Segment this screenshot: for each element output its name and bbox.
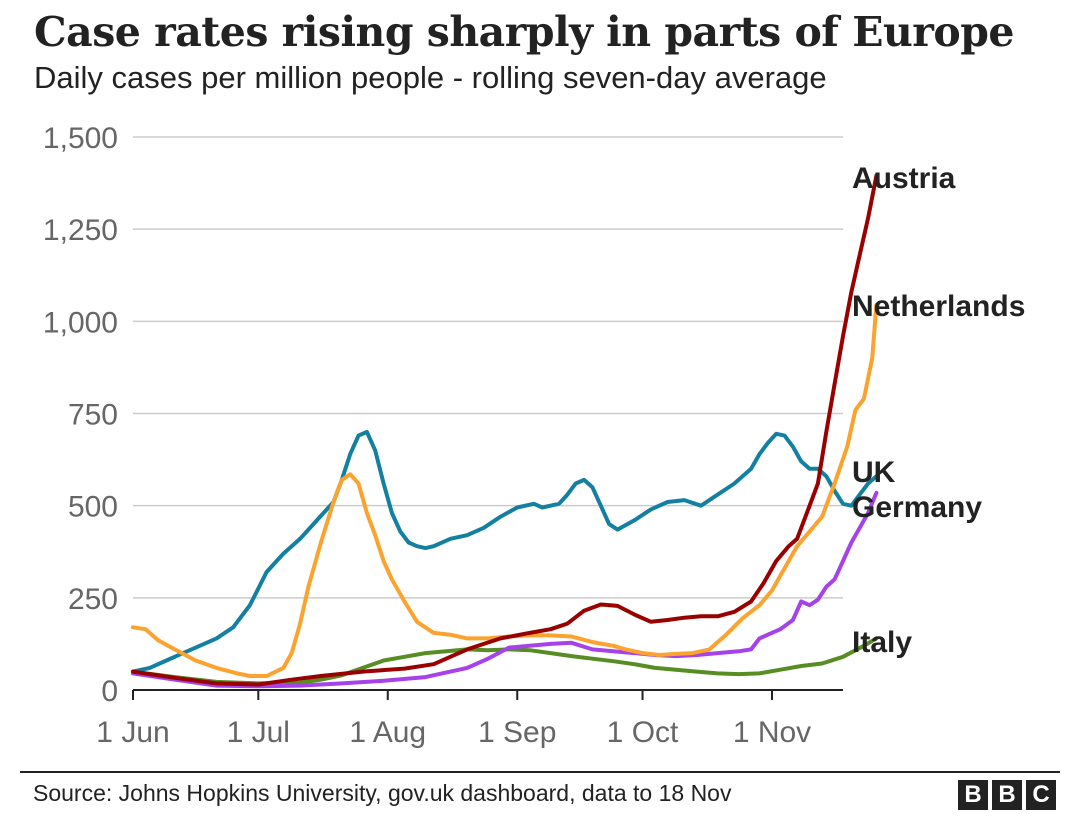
- chart-subtitle: Daily cases per million people - rolling…: [34, 60, 827, 95]
- chart-title: Case rates rising sharply in parts of Eu…: [34, 8, 1014, 56]
- footer-divider: [20, 771, 1060, 773]
- line-chart: 0 250 500 750 1,000 1,250 1,500 1 Jun 1 Jul 1 Au…: [43, 122, 1025, 749]
- x-tick-label-3: 1 Sep: [478, 716, 556, 749]
- series-lines: [131, 173, 879, 689]
- x-tick-label-2: 1 Aug: [349, 716, 426, 749]
- x-tick-label-5: 1 Nov: [733, 716, 811, 749]
- series-label-uk: UK: [852, 456, 896, 489]
- y-tick-label-250: 250: [68, 583, 118, 616]
- x-tick-label-4: 1 Oct: [607, 716, 679, 749]
- y-tick-label-500: 500: [68, 491, 118, 524]
- bbc-logo-letter-b1: B: [958, 780, 988, 810]
- y-tick-label-750: 750: [68, 399, 118, 432]
- series-label-italy: Italy: [852, 626, 912, 659]
- y-tick-label-1500: 1,500: [43, 122, 118, 155]
- y-tick-label-1250: 1,250: [43, 214, 118, 247]
- series-label-austria: Austria: [852, 162, 956, 195]
- grid-lines: [133, 136, 843, 599]
- y-tick-label-0: 0: [101, 675, 118, 708]
- source-note: Source: Johns Hopkins University, gov.uk…: [33, 780, 732, 806]
- series-line-germany: [131, 490, 879, 689]
- series-line-uk: [131, 429, 879, 674]
- bbc-logo-letter-c: C: [1026, 780, 1056, 810]
- x-axis: 1 Jun 1 Jul 1 Aug 1 Sep 1 Oct 1 Nov: [96, 689, 843, 749]
- series-line-italy: [131, 636, 879, 686]
- x-tick-label-0: 1 Jun: [96, 716, 169, 749]
- x-tick-label-1: 1 Jul: [227, 716, 290, 749]
- y-axis-ticks: 0 250 500 750 1,000 1,250 1,500: [43, 122, 118, 708]
- series-line-netherlands: [131, 302, 879, 678]
- bbc-logo: B B C: [958, 780, 1056, 810]
- series-label-germany: Germany: [852, 491, 982, 524]
- bbc-logo-letter-b2: B: [992, 780, 1022, 810]
- series-label-netherlands: Netherlands: [852, 290, 1025, 323]
- y-tick-label-1000: 1,000: [43, 306, 118, 339]
- series-line-austria: [131, 173, 879, 687]
